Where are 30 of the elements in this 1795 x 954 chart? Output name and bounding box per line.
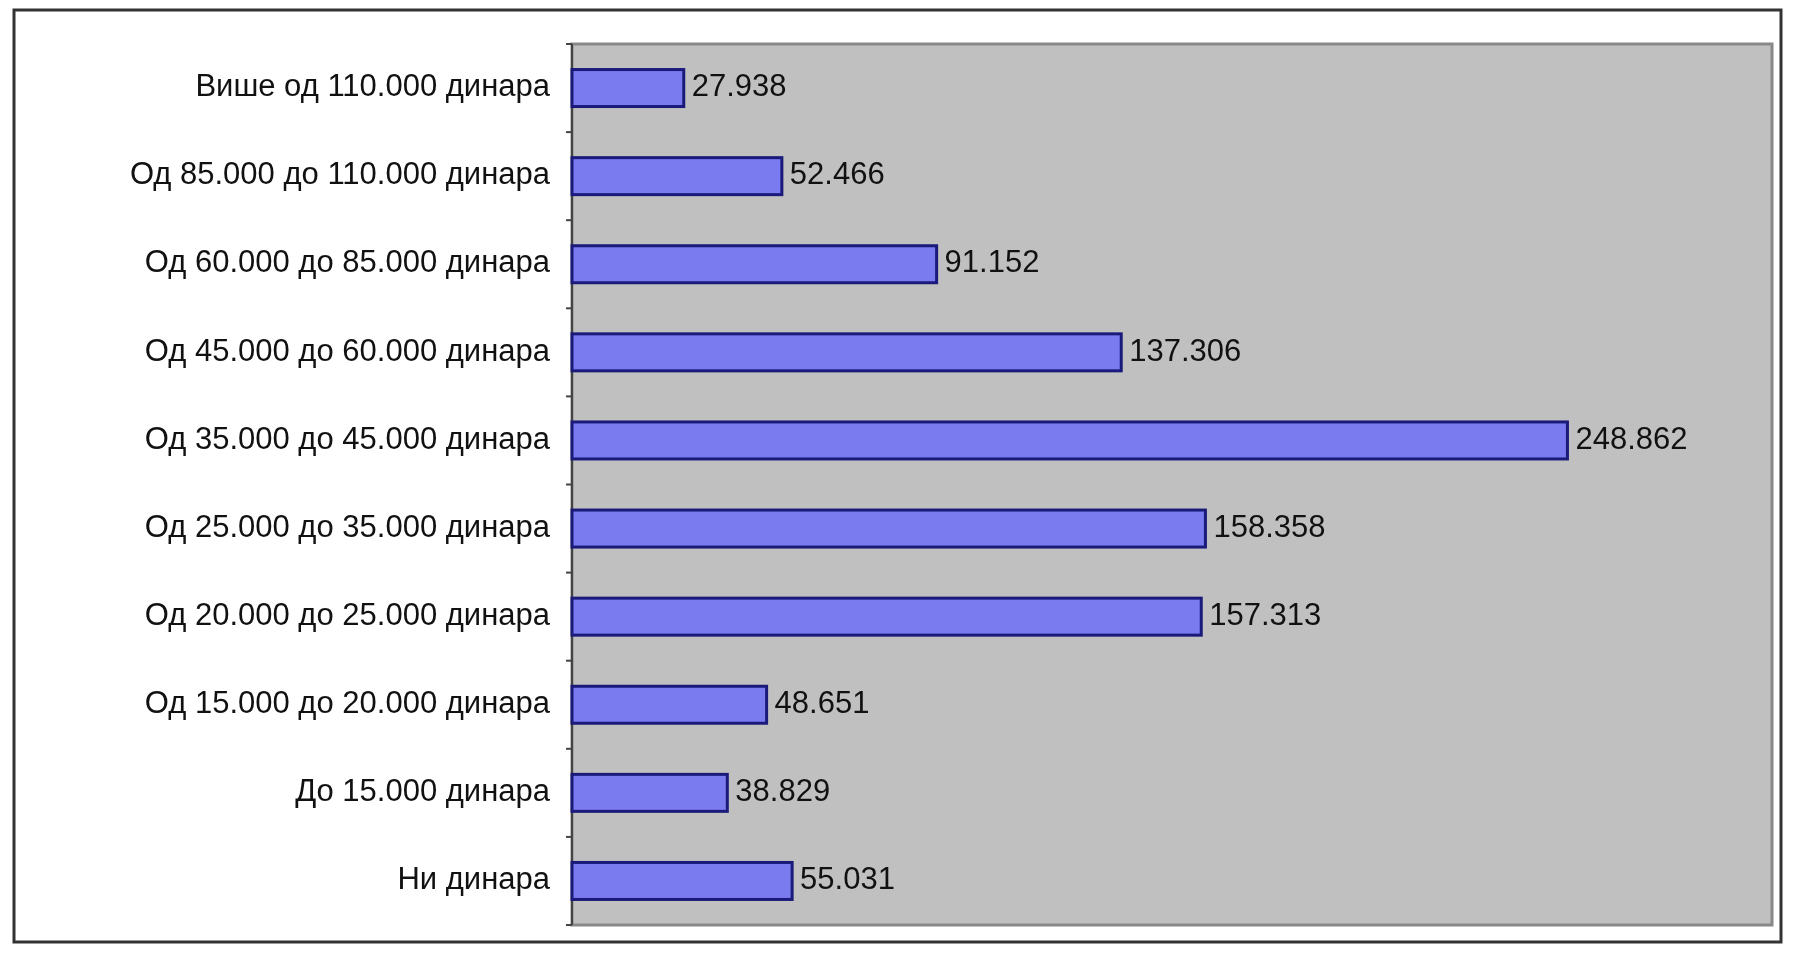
data-label: 48.651 xyxy=(774,684,870,720)
data-label: 38.829 xyxy=(735,773,831,809)
data-label: 91.152 xyxy=(944,244,1040,280)
y-tick-label: До 15.000 динара xyxy=(295,773,551,809)
y-tick-label: Од 25.000 до 35.000 динара xyxy=(144,508,551,544)
data-label: 52.466 xyxy=(789,156,885,192)
y-tick-label: Од 15.000 до 20.000 динара xyxy=(144,684,551,720)
bar xyxy=(570,68,686,109)
bar xyxy=(570,508,1207,549)
data-label: 158.358 xyxy=(1213,508,1326,544)
bar xyxy=(570,596,1203,637)
data-label: 137.306 xyxy=(1129,332,1242,368)
bar xyxy=(570,772,729,813)
y-tick-label: Од 60.000 до 85.000 динара xyxy=(144,244,551,280)
y-tick-label: Више од 110.000 динара xyxy=(195,68,551,104)
bar xyxy=(570,860,794,901)
y-tick-label: Од 35.000 до 45.000 динара xyxy=(144,420,551,456)
bar xyxy=(570,420,1569,461)
bar xyxy=(570,244,939,285)
y-tick-label: Од 85.000 до 110.000 динара xyxy=(129,156,551,192)
y-tick-label: Од 20.000 до 25.000 динара xyxy=(144,596,551,632)
bar xyxy=(570,684,769,725)
bar xyxy=(570,332,1123,373)
y-tick-label: Од 45.000 до 60.000 динара xyxy=(144,332,551,368)
data-label: 27.938 xyxy=(691,68,787,104)
y-tick-label: Ни динара xyxy=(397,861,551,897)
data-label: 157.313 xyxy=(1209,596,1322,632)
bar xyxy=(570,156,784,197)
data-label: 55.031 xyxy=(800,861,895,897)
data-label: 248.862 xyxy=(1575,420,1688,456)
